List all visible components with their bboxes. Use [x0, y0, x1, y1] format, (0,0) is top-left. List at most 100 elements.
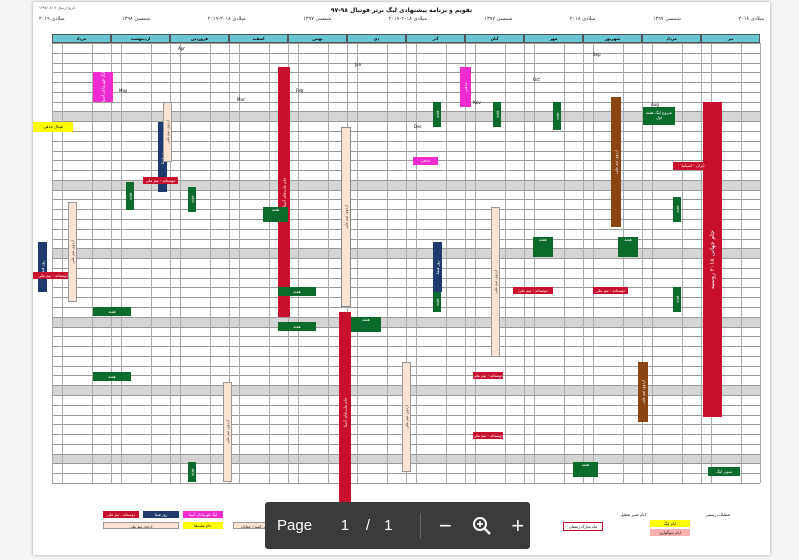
- friendly-block-2: دوستانه - تیم ملی: [33, 272, 73, 279]
- year-label: ۲۰۱۸ میلادی: [569, 16, 596, 22]
- week-marker: هفته: [553, 102, 561, 130]
- grid-col-line: [111, 43, 112, 483]
- week-marker: هفته: [618, 237, 638, 257]
- week-marker: هفته: [188, 462, 196, 482]
- grid-col-line: [524, 43, 525, 483]
- current-page-input[interactable]: 1: [340, 517, 350, 534]
- total-pages: 1: [384, 517, 393, 534]
- camp-block-3: اردوی تیم ملی: [638, 362, 648, 422]
- friendly-block-3: دوستانه - تیم ملی: [513, 287, 553, 294]
- gregorian-month: Nov: [473, 100, 481, 105]
- asian-cl-block: لیگ قهرمانان آسیا: [93, 72, 113, 102]
- legend-title-change: ایام تغییر تعطیل: [620, 512, 646, 517]
- camp-arrow: اردوی تیم ملی: [223, 382, 232, 482]
- month-header: آذر: [406, 34, 465, 43]
- pdf-page: تاریخ ارسال ۱۳۹۷/۰۴/۰۳ تقویم و برنامه پی…: [33, 2, 770, 555]
- asian-cup-block: جام ملت‌های آسیا: [339, 312, 351, 512]
- legend-official: ایام لیگ: [650, 520, 690, 527]
- issue-date: تاریخ ارسال ۱۳۹۷/۰۴/۰۳: [39, 6, 75, 10]
- camp-block-2: اردوی تیم ملی: [341, 127, 351, 307]
- hazfi-final-block: فینال حذفی: [33, 122, 73, 132]
- hazfi-tag: حذفی: [413, 157, 438, 165]
- grid-col-line: [682, 43, 683, 483]
- camp-arrow: اردوی تیم ملی: [163, 102, 172, 162]
- grid-col-line: [239, 43, 240, 483]
- grid-col-line: [760, 43, 761, 483]
- week-marker: هفته: [278, 322, 316, 331]
- gregorian-month: Dec: [414, 124, 422, 129]
- page-title: تقویم و برنامه پیشنهادی لیگ برتر فوتبال …: [330, 7, 473, 14]
- fit-zoom-button[interactable]: [470, 512, 494, 540]
- gregorian-month: Aug: [651, 102, 659, 107]
- grid-col-line: [652, 43, 653, 483]
- pdf-toolbar: Page 1 / 1 − +: [265, 502, 530, 549]
- grid-col-line: [387, 43, 388, 483]
- year-label: ۲۰۱۹-۲۰۱۸ میلادی: [388, 16, 427, 22]
- grid-col-line: [564, 43, 565, 483]
- grid-col-line: [121, 43, 122, 483]
- year-label: ۱۳۹۷ شمسی: [303, 16, 332, 22]
- month-header: دی: [347, 34, 406, 43]
- grid-col-line: [92, 43, 93, 483]
- month-header: مرداد: [642, 34, 701, 43]
- week-marker: هفته: [93, 307, 131, 316]
- grid-col-line: [741, 43, 742, 483]
- page-separator: /: [365, 517, 371, 534]
- gregorian-month: May: [119, 88, 128, 93]
- week-marker: هفته: [433, 102, 441, 127]
- week-marker: هفته: [351, 317, 381, 332]
- legend-camp: اردوی تیم ملی: [103, 522, 179, 529]
- gregorian-month: Feb: [296, 88, 304, 93]
- toolbar-divider: [420, 512, 422, 539]
- month-header: بهمن: [288, 34, 347, 43]
- grid-col-line: [180, 43, 181, 483]
- year-label: ۱۳۹۷ شمسی: [484, 16, 513, 22]
- grid-col-line: [62, 43, 63, 483]
- grid-col-line: [298, 43, 299, 483]
- year-label: ۲۰۱۹ میلادی: [39, 16, 65, 22]
- zoom-in-button[interactable]: +: [506, 512, 530, 540]
- grid-col-line: [151, 43, 152, 483]
- grid-col-line: [170, 43, 171, 483]
- month-header: اسفند: [229, 34, 288, 43]
- month-header: تیر: [701, 34, 760, 43]
- week-marker: هفته: [433, 292, 441, 312]
- month-header: اردیبهشت: [111, 34, 170, 43]
- camp-arrow: اردوی تیم ملی: [491, 207, 500, 357]
- legend-mourning: ایام سوگواری: [650, 529, 690, 536]
- iran-spain-block: ایران - اسپانیا: [673, 162, 713, 170]
- week-marker: هفته: [493, 102, 501, 127]
- world-cup-block: جام جهانی ۲۰۱۸ روسیه: [703, 102, 722, 417]
- legend-asian: لیگ قهرمانان آسیا: [183, 511, 223, 518]
- grid-col-line: [701, 43, 702, 483]
- zoom-out-button[interactable]: −: [433, 512, 457, 540]
- month-header: شهریور: [583, 34, 642, 43]
- week-marker: هفته: [126, 182, 134, 210]
- month-header: فروردین: [170, 34, 229, 43]
- month-header: آبان: [465, 34, 524, 43]
- week-marker: هفته: [573, 462, 598, 477]
- year-label: ۲۰۱۸ میلادی: [738, 16, 764, 22]
- grid-col-line: [534, 43, 535, 483]
- grid-col-line: [475, 43, 476, 483]
- grid-col-line: [623, 43, 624, 483]
- friendly-block: دوستانه - تیم ملی: [143, 177, 178, 184]
- zoom-in-icon: +: [511, 512, 525, 538]
- week-marker: هفته: [263, 207, 288, 222]
- grid-col-line: [229, 43, 230, 483]
- grid-col-line: [406, 43, 407, 483]
- gregorian-month: Apr: [178, 46, 185, 51]
- fifa-day-block-2: روز فیفا: [433, 242, 442, 292]
- grid-col-line: [583, 43, 584, 483]
- page-label: Page: [277, 517, 313, 534]
- grid-col-line: [416, 43, 417, 483]
- friendly-block-4: دوستانه - تیم ملی: [593, 287, 628, 294]
- year-label: ۱۳۹۷ شمسی: [652, 16, 681, 22]
- hazfi-block: حذفی: [460, 67, 471, 107]
- week-marker: هفته: [533, 237, 553, 257]
- month-header: خرداد: [52, 34, 111, 43]
- camp-arrow: اردوی تیم ملی: [402, 362, 411, 472]
- legend-ramadan: ماه مبارک رمضان: [563, 522, 603, 531]
- grid-col-line: [210, 43, 211, 483]
- year-label: ۲۰۱۹-۲۰۱۸ میلادی: [207, 16, 246, 22]
